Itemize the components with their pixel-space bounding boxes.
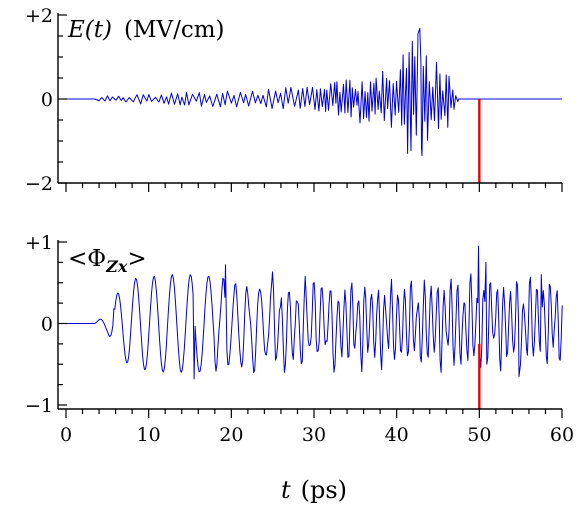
x-axis-label-italic: t — [281, 476, 291, 504]
bottom-xtick-label: 60 — [550, 424, 574, 446]
top-ytick-label: −2 — [25, 173, 53, 195]
bottom-title-phi: <Φ — [68, 246, 106, 272]
bottom-ytick-label: −1 — [25, 395, 53, 417]
x-axis-label: t (ps) — [281, 476, 347, 504]
top-title-italic: E(t) — [67, 17, 112, 43]
bottom-xtick-label: 10 — [137, 424, 161, 446]
bottom-title-subscript: Zx — [105, 257, 128, 276]
bottom-xtick-label: 0 — [60, 424, 72, 446]
bottom-ytick-label: +1 — [25, 232, 53, 254]
bottom-xtick-label: 50 — [467, 424, 491, 446]
bottom-xtick-label: 20 — [219, 424, 243, 446]
top-trace — [66, 27, 562, 156]
bottom-ytick-label: 0 — [41, 314, 53, 336]
bottom-ticks: −1 0 +1 0 10 20 30 40 50 60 — [25, 232, 574, 446]
bottom-title-close: > — [127, 246, 146, 272]
bottom-panel-title: <ΦZx> — [68, 246, 147, 276]
bottom-trace — [66, 245, 563, 380]
top-ticks: −2 0 +2 — [25, 5, 563, 195]
x-axis-label-units: (ps) — [301, 476, 347, 504]
top-panel-title: E(t) (MV/cm) — [67, 17, 225, 43]
bottom-xtick-label: 40 — [385, 424, 409, 446]
bottom-panel: −1 0 +1 0 10 20 30 40 50 60 <ΦZx> t (ps) — [25, 232, 574, 504]
top-panel: −2 0 +2 E(t) (MV/cm) — [25, 5, 563, 195]
top-ytick-label: +2 — [25, 5, 53, 27]
top-title-units: (MV/cm) — [124, 17, 225, 43]
top-ytick-label: 0 — [41, 89, 53, 111]
bottom-xtick-label: 30 — [302, 424, 326, 446]
